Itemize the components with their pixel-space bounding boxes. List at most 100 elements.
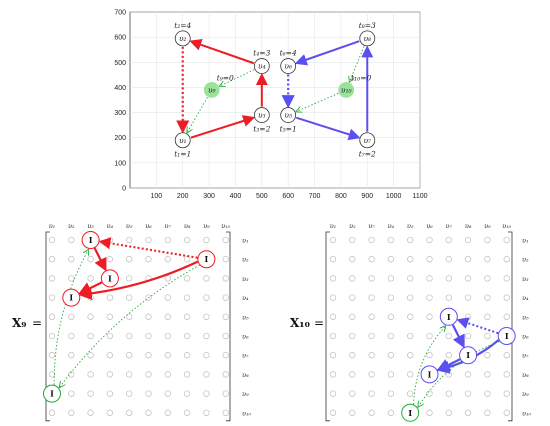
matrix-identity-cell: I [100, 269, 119, 288]
identity-circle [497, 327, 516, 345]
matrix-zero-cell [503, 371, 510, 378]
matrix-zero-cell [222, 256, 229, 263]
node-label: υ₈ [363, 34, 371, 43]
matrix-arrow [93, 247, 107, 272]
matrix-identity-cell: I [197, 250, 216, 269]
edge-v8-v10 [350, 46, 365, 80]
node-circle [280, 58, 297, 74]
matrix-zero-cell [503, 352, 510, 359]
y-tick-label: 200 [114, 135, 126, 142]
identity-label: I [408, 408, 412, 418]
matrix-zero-cell [368, 275, 375, 282]
matrix-row-label: υ₇ [242, 352, 249, 360]
matrix-arrow [413, 327, 445, 405]
node-label: υ₉ [208, 86, 216, 95]
matrix-col-label: υ₄ [388, 222, 395, 230]
matrix-zero-cell [164, 275, 171, 282]
matrix-zero-cell [203, 371, 210, 378]
matrix-zero-cell [329, 294, 337, 301]
node-label: υ₃ [258, 111, 266, 120]
matrix-zero-cell [106, 236, 114, 244]
matrix-identity-cell: I [459, 346, 478, 365]
matrix-zero-cell [126, 352, 133, 359]
matrix-zero-cell [329, 256, 337, 263]
edge-v1-v3 [190, 115, 256, 139]
matrix-zero-cell [106, 409, 114, 416]
matrix-identity-cell: I [497, 327, 516, 345]
y-tick-label: 100 [114, 160, 126, 167]
matrix-col-label: υ₅ [126, 222, 133, 230]
x-tick-label: 800 [335, 193, 347, 200]
identity-circle [439, 307, 458, 326]
matrix-zero-cell [407, 332, 414, 340]
plot-area [129, 11, 421, 189]
x-tick-label: 200 [177, 193, 189, 200]
graph-edges [176, 39, 374, 141]
matrix-zero-cell [87, 371, 94, 378]
x-axis-ticks: 100 200 300 400 500 600 700 800 900 1000 1100 [151, 193, 428, 200]
matrix-zero-cell [484, 332, 491, 340]
matrix-left-bracket [325, 231, 330, 422]
matrix-zero-cell [126, 390, 133, 397]
node-label: υ₆ [284, 62, 292, 71]
matrix-zero-cell [407, 390, 414, 397]
matrix-row-label: υ₁₀ [522, 409, 532, 417]
matrix-zero-cell [164, 294, 171, 301]
identity-label: I [108, 273, 112, 283]
matrix-zero-cell [407, 371, 414, 378]
node-circle [203, 82, 220, 98]
matrix-zero-cell [464, 313, 472, 320]
matrix-zero-cell [368, 332, 375, 340]
matrix-zero-cell [126, 313, 133, 320]
matrix-zero-cell [145, 256, 152, 263]
matrix-zero-cell [106, 294, 114, 301]
matrix-zero-cell [106, 371, 114, 378]
matrix-zero-cell [387, 371, 395, 378]
matrix-zero-cell [222, 332, 229, 340]
matrix-zero-cell [48, 332, 56, 340]
matrix-row-label: υ₄ [242, 294, 249, 302]
matrix-zero-cell [329, 313, 337, 320]
node-label: υ₂ [179, 34, 187, 43]
matrix-zero-cell [349, 390, 356, 397]
node-circle [253, 58, 270, 74]
matrix-col-label: υ₈ [184, 222, 191, 230]
matrix-col-label: υ₇ [368, 222, 375, 230]
matrix-col-label: υ₂ [349, 222, 356, 230]
node-v4: υ₄ t₄=3 [253, 49, 271, 74]
identity-label: I [447, 312, 451, 322]
y-tick-label: 0 [122, 186, 126, 193]
matrix-zero-cell [126, 236, 133, 244]
matrix-zero-cell [426, 409, 433, 416]
matrix-zero-cell [68, 256, 75, 263]
matrix-zero-cell [484, 313, 491, 320]
matrix-zero-cell [349, 275, 356, 282]
matrix-zero-cell [349, 313, 356, 320]
matrix-zero-cell [203, 409, 210, 416]
y-tick-label: 600 [114, 35, 126, 42]
matrix-zero-cell [183, 409, 191, 416]
node-label: υ₁ [179, 136, 187, 145]
matrix-zero-cell [426, 275, 433, 282]
matrix-zero-cell [464, 371, 472, 378]
matrix-zero-cell [145, 409, 152, 416]
matrix-zero-cell [387, 390, 395, 397]
matrix-identity-cell: I [420, 365, 439, 384]
x-tick-label: 700 [309, 193, 321, 200]
matrix-col-label: υ₁₀ [221, 222, 231, 230]
matrix-zero-cell [203, 236, 210, 244]
node-v2: υ₂ t₂=4 [174, 21, 191, 47]
matrix-row-label: υ₄ [522, 294, 529, 302]
matrix-zero-cell [445, 294, 452, 301]
matrix-zero-cell [464, 390, 472, 397]
matrix-zero-cell [222, 352, 229, 359]
matrix-zero-cell [222, 294, 229, 301]
matrix-zero-cell [68, 313, 75, 320]
matrix-zero-cell [183, 371, 191, 378]
matrix-zero-cell [426, 332, 433, 340]
matrix-col-label: υ₃ [87, 222, 94, 230]
y-tick-label: 500 [114, 60, 126, 67]
matrix-zero-cell [203, 294, 210, 301]
node-label: υ₁₀ [341, 86, 352, 95]
